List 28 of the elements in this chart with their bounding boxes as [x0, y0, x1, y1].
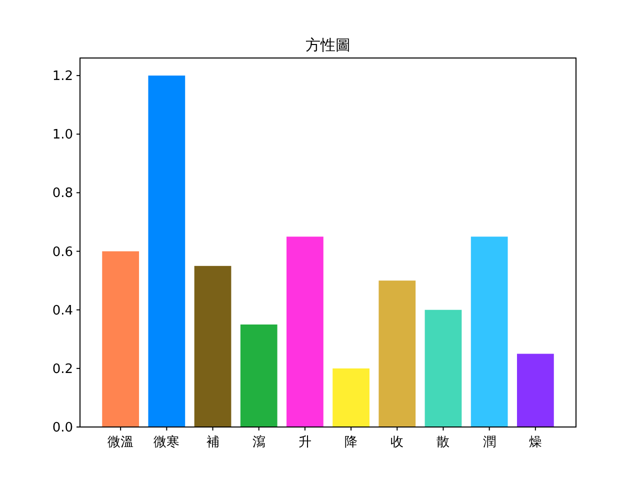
x-tick-label: 瀉 — [252, 435, 266, 450]
bar — [102, 251, 140, 427]
y-tick-label: 1.0 — [52, 128, 73, 143]
bar — [424, 310, 462, 427]
y-tick-label: 0.8 — [52, 186, 73, 202]
x-tick-label: 收 — [390, 435, 404, 450]
bar — [286, 236, 324, 427]
x-tick-label: 燥 — [528, 435, 542, 450]
x-tick-label: 補 — [206, 435, 220, 450]
y-tick-label: 1.2 — [52, 69, 73, 84]
bar — [332, 368, 370, 427]
y-tick-label: 0.2 — [52, 362, 73, 377]
y-tick-label: 0.4 — [52, 303, 73, 318]
x-tick-label: 潤 — [482, 435, 496, 450]
bar — [378, 280, 416, 427]
y-tick-label: 0.0 — [52, 420, 73, 436]
bar — [194, 266, 232, 427]
bar — [470, 236, 508, 427]
x-tick-label: 散 — [436, 435, 450, 450]
x-tick-label: 升 — [298, 435, 312, 450]
y-tick-label: 0.6 — [52, 244, 73, 260]
bar — [148, 76, 186, 427]
bar — [240, 324, 278, 427]
x-tick-label: 降 — [344, 435, 358, 450]
x-tick-label: 微溫 — [108, 435, 134, 450]
x-tick-label: 微寒 — [154, 434, 180, 450]
chart-title: 方性圖 — [306, 36, 350, 54]
bar — [516, 354, 554, 427]
